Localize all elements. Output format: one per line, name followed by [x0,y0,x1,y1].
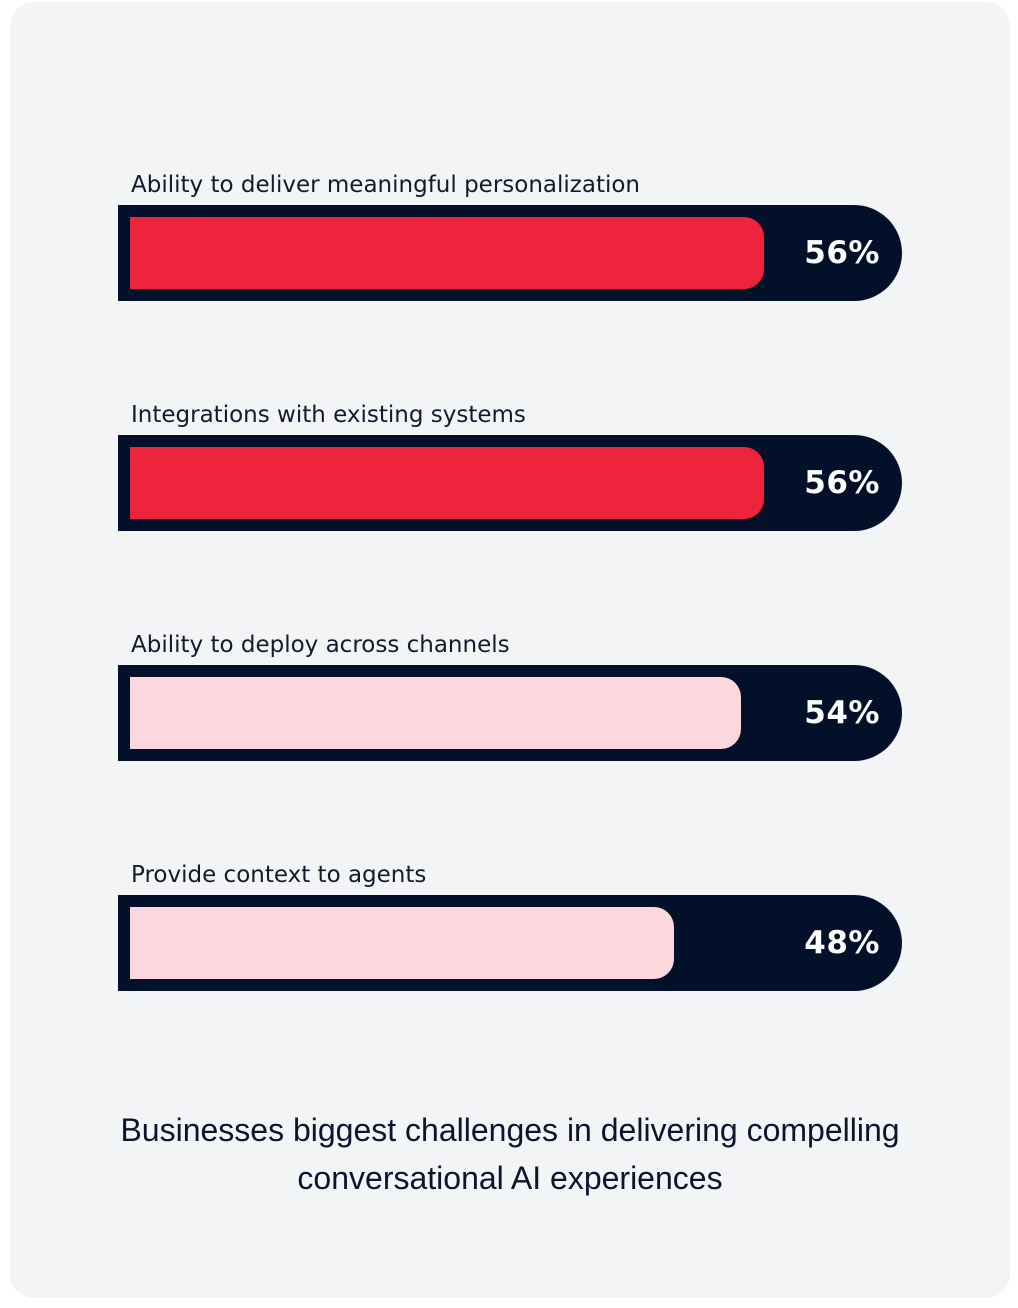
bar-label: Provide context to agents [131,862,427,888]
bar [130,447,764,519]
bar-track: 48% [118,895,902,991]
bar [130,677,741,749]
bar-label: Ability to deploy across channels [131,632,510,658]
chart-title: Businesses biggest challenges in deliver… [120,1112,900,1196]
bar-track: 56% [118,205,902,301]
bar-track: 54% [118,665,902,761]
bar-track: 56% [118,435,902,531]
bar [130,907,674,979]
bar-label: Ability to deliver meaningful personaliz… [131,172,641,198]
bar-label: Integrations with existing systems [131,402,526,428]
bar-value-label: 56% [804,465,880,501]
bar-value-label: 48% [804,925,880,961]
bar-value-label: 56% [804,235,880,271]
bar-value-label: 54% [804,695,880,731]
bar [130,217,764,289]
